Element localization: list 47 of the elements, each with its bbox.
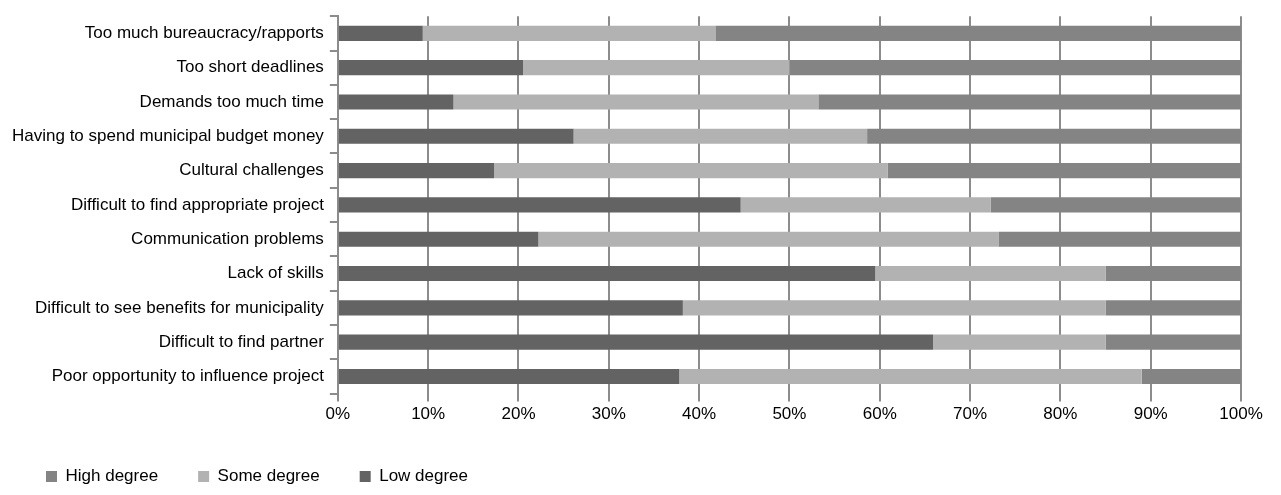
y-tick-label: Difficult to find appropriate project xyxy=(70,194,325,214)
y-tick-label: Communication problems xyxy=(131,228,324,248)
bar xyxy=(338,231,539,247)
bar xyxy=(338,368,680,384)
bar xyxy=(682,300,1106,316)
x-tick-label: 40% xyxy=(682,404,717,424)
x-tick-label: 50% xyxy=(772,404,807,424)
x-tick-label: 30% xyxy=(591,404,626,424)
bar xyxy=(338,25,423,41)
y-tick-label: Difficult to find partner xyxy=(158,331,325,351)
y-tick-label: Too short deadlines xyxy=(176,57,324,77)
x-tick-label: 70% xyxy=(953,404,988,424)
bar xyxy=(338,60,523,76)
bar xyxy=(573,128,868,144)
x-tick-label: 10% xyxy=(411,404,446,424)
bar xyxy=(338,128,574,144)
bar xyxy=(338,94,454,110)
legend-label: High degree xyxy=(65,466,159,486)
bar xyxy=(338,265,876,282)
x-tick-label: 60% xyxy=(862,404,897,424)
x-tick-label: 100% xyxy=(1219,404,1263,424)
y-tick-label: Too much bureaucracy/rapports xyxy=(84,23,324,43)
bar xyxy=(523,60,790,76)
y-tick-label: Poor opportunity to influence project xyxy=(51,366,325,386)
x-tick-label: 90% xyxy=(1133,404,1168,424)
x-tick-label: 20% xyxy=(501,404,536,424)
legend-label: Low degree xyxy=(379,466,469,486)
bar xyxy=(740,197,991,213)
x-tick-label: 0% xyxy=(325,404,351,424)
bar xyxy=(538,231,999,247)
y-tick-label: Having to spend municipal budget money xyxy=(11,125,325,145)
bar xyxy=(933,334,1106,350)
bar xyxy=(338,334,934,350)
legend-label: Some degree xyxy=(217,466,320,486)
x-tick-label: 80% xyxy=(1043,404,1078,424)
bar xyxy=(679,368,1142,384)
bar xyxy=(422,25,716,41)
bar xyxy=(875,265,1106,282)
y-tick-label: Difficult to see benefits for municipality xyxy=(35,297,325,317)
bar xyxy=(338,163,495,179)
bar xyxy=(453,94,819,110)
y-tick-label: Lack of skills xyxy=(227,263,324,283)
y-tick-label: Cultural challenges xyxy=(179,160,324,180)
bar xyxy=(494,163,888,179)
bar xyxy=(338,197,741,213)
y-tick-label: Demands too much time xyxy=(139,91,324,111)
bar xyxy=(338,300,683,316)
